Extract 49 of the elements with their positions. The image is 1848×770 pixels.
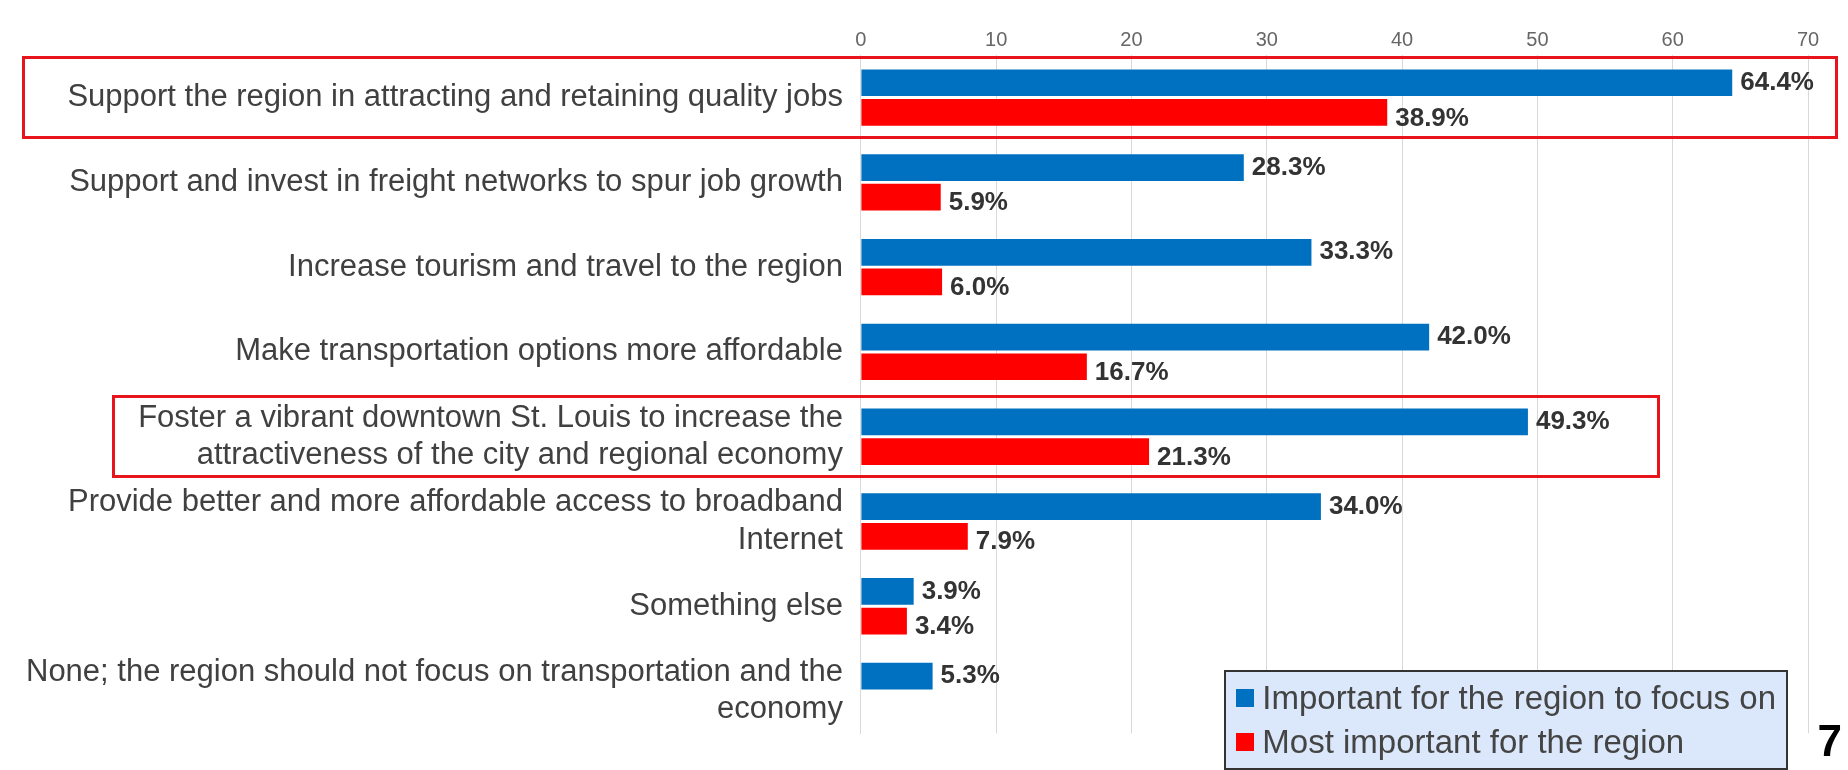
data-label: 6.0% <box>950 271 1010 302</box>
bar <box>861 323 1430 351</box>
data-label: 28.3% <box>1251 150 1326 181</box>
bar <box>861 522 968 550</box>
data-label: 49.3% <box>1535 405 1610 436</box>
x-tick-label: 40 <box>1390 27 1414 50</box>
bar <box>861 99 1388 126</box>
y-tick-label: Something else <box>629 586 843 622</box>
text: 7 <box>1817 716 1842 766</box>
y-tick-label: Increase tourism and travel to the region <box>288 247 843 283</box>
y-tick-label: None; the region should not focus on transportation and the economy <box>25 652 844 726</box>
bar <box>861 69 1733 97</box>
bar <box>861 268 943 296</box>
legend-label: Important for the region to focus on <box>1262 678 1776 718</box>
data-label: 16.7% <box>1094 355 1169 386</box>
data-label: 21.3% <box>1157 440 1231 471</box>
data-label: 3.9% <box>921 574 981 605</box>
data-label: 34.0% <box>1328 489 1403 520</box>
bar <box>861 238 1312 266</box>
bar <box>861 493 1321 520</box>
bar <box>861 154 1244 181</box>
data-label: 38.9% <box>1395 101 1469 132</box>
data-label: 42.0% <box>1437 320 1511 351</box>
bar <box>861 662 933 690</box>
x-tick-label: 60 <box>1661 27 1684 50</box>
x-tick-label: 50 <box>1526 27 1549 50</box>
bar <box>861 578 914 605</box>
x-tick-label: 10 <box>985 27 1008 50</box>
data-label: 7.9% <box>975 525 1036 556</box>
y-tick-label: Make transportation options more affordable <box>235 332 843 368</box>
y-tick-label: Provide better and more affordable access to broadband Internet <box>67 483 844 556</box>
x-tick-label: 20 <box>1120 27 1143 50</box>
x-tick-label: 0 <box>855 27 867 50</box>
data-label: 5.9% <box>948 186 1008 217</box>
bar <box>861 183 941 211</box>
bar <box>861 353 1087 381</box>
x-tick-label: 30 <box>1255 27 1278 50</box>
y-tick-label: Support and invest in freight networks to spur job growth <box>69 162 843 198</box>
bar <box>861 438 1150 465</box>
data-label: 5.3% <box>940 659 1000 690</box>
y-tick-label: Foster a vibrant downtown St. Louis to increase the attractiveness of the city and regional economy <box>138 398 844 471</box>
legend-label: Most important for the region <box>1262 722 1685 762</box>
x-tick-label: 70 <box>1796 27 1820 50</box>
data-label: 33.3% <box>1319 235 1394 266</box>
data-label: 64.4% <box>1740 65 1814 96</box>
data-label: 3.4% <box>914 610 975 641</box>
y-tick-label: Support the region in attracting and retaining quality jobs <box>67 78 843 114</box>
bar <box>861 408 1528 436</box>
bar <box>861 607 907 635</box>
